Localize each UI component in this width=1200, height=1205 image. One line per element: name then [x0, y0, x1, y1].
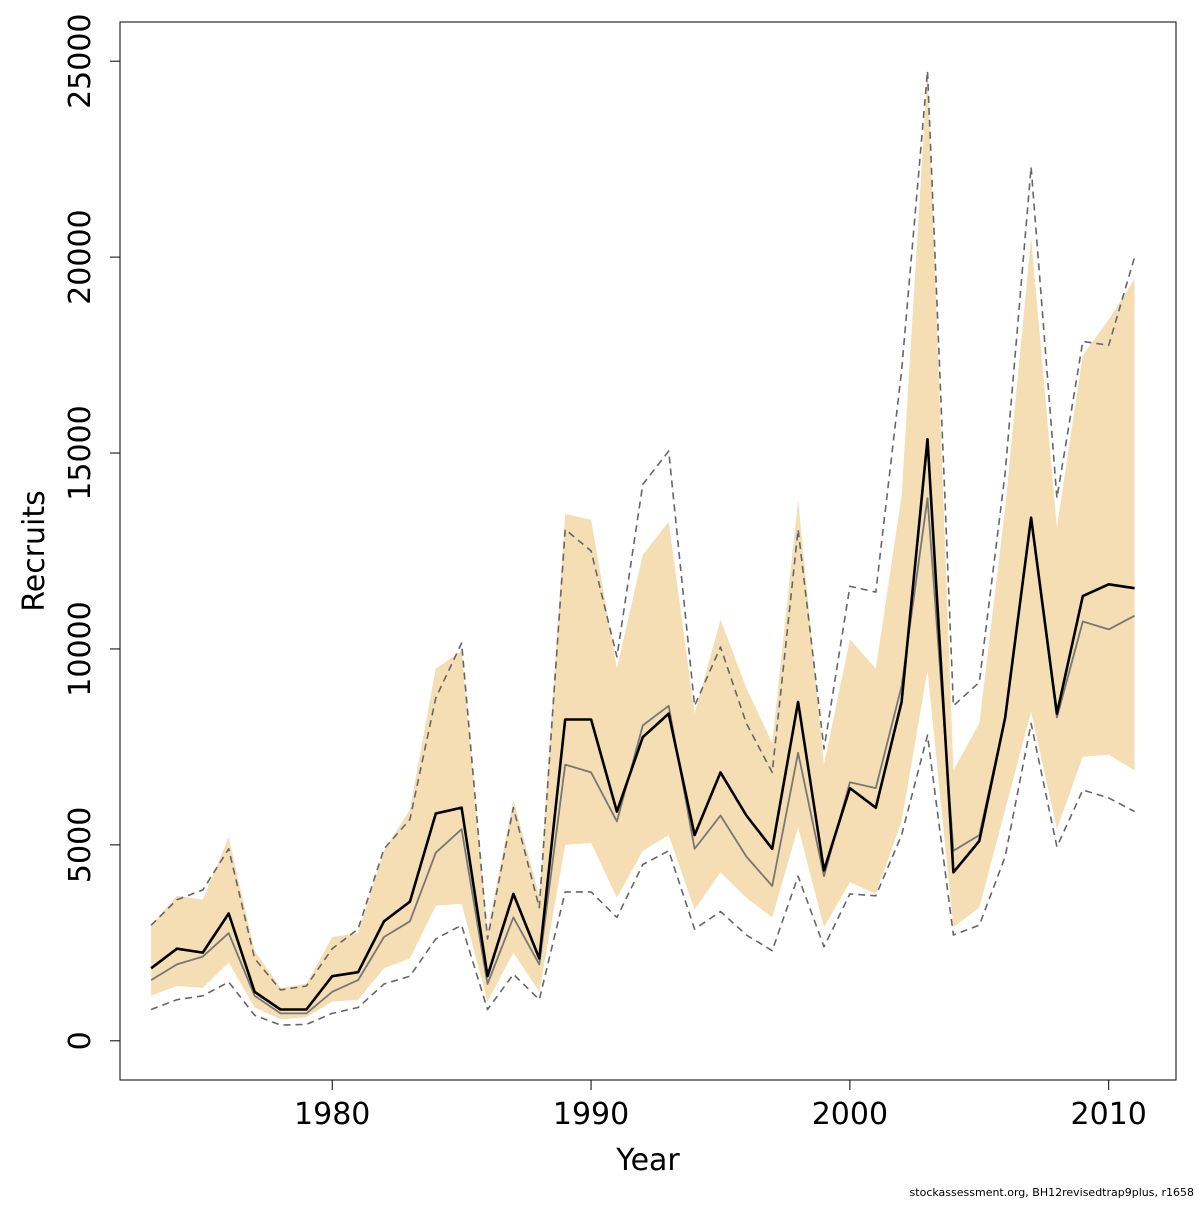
- y-tick-label: 0: [63, 1031, 98, 1050]
- x-axis-title: Year: [615, 1143, 680, 1178]
- x-tick-label: 1990: [553, 1097, 629, 1132]
- band-area: [151, 71, 1135, 1020]
- y-tick-label: 5000: [63, 807, 98, 883]
- y-axis: 0 5000 10000 15000 20000 25000: [63, 13, 120, 1050]
- y-tick-label: 25000: [63, 13, 98, 108]
- y-tick-label: 20000: [63, 209, 98, 304]
- upper-interval-line: [150, 70, 1136, 991]
- series-lines: [150, 70, 1136, 1026]
- y-tick-label: 10000: [63, 601, 98, 696]
- estimate-line: [150, 437, 1135, 1011]
- lower-interval-line: [150, 722, 1135, 1026]
- footnote: stockassessment.org, BH12revisedtrap9plu…: [910, 1186, 1194, 1199]
- y-axis-title: Recruits: [17, 490, 52, 612]
- x-axis: 1980 1990 2000 2010: [294, 1079, 1147, 1132]
- x-tick-label: 1980: [294, 1097, 370, 1132]
- confidence-band: [151, 71, 1135, 1020]
- x-tick-label: 2000: [812, 1097, 888, 1132]
- alternate-estimate-line: [150, 497, 1136, 1015]
- x-tick-label: 2010: [1071, 1097, 1147, 1132]
- y-tick-label: 15000: [63, 405, 98, 500]
